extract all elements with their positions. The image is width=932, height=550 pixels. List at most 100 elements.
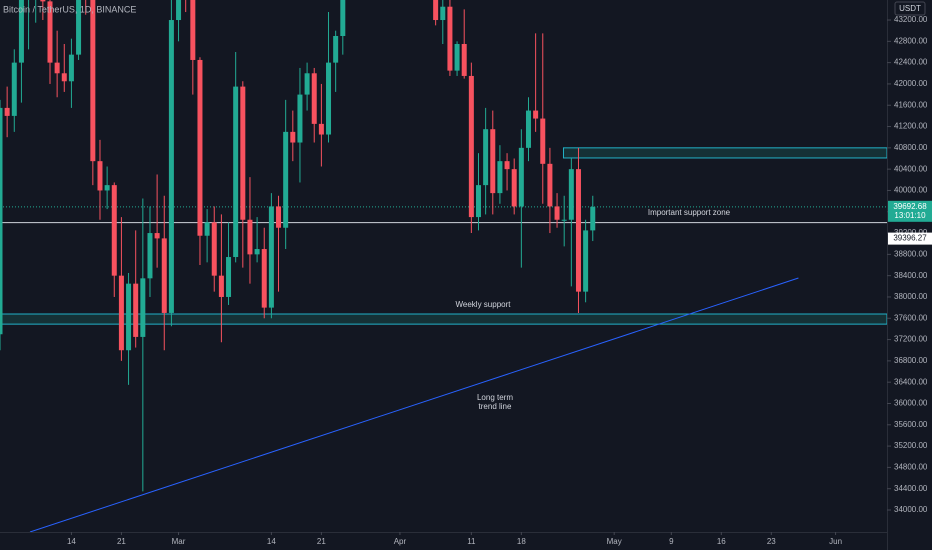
x-tick-label: 9 xyxy=(669,537,674,546)
candle-body xyxy=(226,257,232,297)
last-price-tag xyxy=(888,200,932,222)
candle-body xyxy=(104,185,110,191)
x-tick-label: Mar xyxy=(172,537,186,546)
candle-body xyxy=(40,0,46,2)
candle-body xyxy=(126,283,132,351)
y-tick-label: 35600.00 xyxy=(894,420,928,429)
y-tick-label: 42000.00 xyxy=(894,79,928,88)
y-tick-label: 34000.00 xyxy=(894,505,928,514)
candle-body xyxy=(333,36,339,63)
plot-area xyxy=(0,0,887,532)
candle-body xyxy=(211,222,217,276)
candle-body xyxy=(140,278,146,337)
candle-body xyxy=(0,107,3,335)
candle-body xyxy=(561,219,567,221)
y-tick-label: 40400.00 xyxy=(894,164,928,173)
x-tick-label: 14 xyxy=(267,537,276,546)
candle-body xyxy=(190,0,196,60)
candle-body xyxy=(533,110,539,119)
y-tick-label: 37200.00 xyxy=(894,335,928,344)
candle-body xyxy=(433,0,439,21)
y-tick-label: 35200.00 xyxy=(894,441,928,450)
candle-body xyxy=(547,163,553,207)
y-tick-label: 42800.00 xyxy=(894,36,928,45)
y-tick-label: 34400.00 xyxy=(894,484,928,493)
candle-body xyxy=(504,161,510,170)
y-tick-label: 42400.00 xyxy=(894,58,928,67)
candle-body xyxy=(590,206,596,231)
candle-body xyxy=(240,86,246,220)
candle-body xyxy=(283,131,289,228)
candle-body xyxy=(318,123,324,135)
zone-label: Weekly support xyxy=(456,300,512,309)
candle-body xyxy=(197,59,203,236)
candle-body xyxy=(4,107,10,116)
candle-body xyxy=(554,206,560,220)
candle-body xyxy=(340,0,346,37)
candle-body xyxy=(11,62,17,116)
candle-body xyxy=(311,73,317,124)
candle-body xyxy=(111,185,117,276)
y-tick-label: 38000.00 xyxy=(894,292,928,301)
candle-body xyxy=(568,169,574,220)
zone-label: Important support zone xyxy=(648,208,731,217)
candle-body xyxy=(176,0,182,21)
candle-body xyxy=(254,249,260,255)
candle-body xyxy=(583,230,589,292)
currency-box xyxy=(894,1,926,16)
x-tick-label: 23 xyxy=(767,537,776,546)
candle-body xyxy=(468,75,474,218)
candle-body xyxy=(54,62,60,74)
y-tick-label: 36800.00 xyxy=(894,356,928,365)
candle-body xyxy=(47,1,53,63)
candle-body xyxy=(497,161,503,194)
x-tick-label: Jun xyxy=(829,537,842,546)
candle-body xyxy=(154,233,160,239)
level-label: 39396.27 xyxy=(893,234,927,243)
candle-body xyxy=(168,20,174,313)
x-tick-label: 21 xyxy=(117,537,126,546)
candle-body xyxy=(97,161,103,191)
candle-body xyxy=(61,73,67,82)
y-tick-label: 43200.00 xyxy=(894,15,928,24)
candle-body xyxy=(68,54,74,82)
y-tick-label: 41600.00 xyxy=(894,100,928,109)
candle-body xyxy=(304,73,310,95)
level-tag xyxy=(888,232,932,245)
x-tick-label: May xyxy=(607,537,622,546)
support-zone xyxy=(562,147,887,159)
x-tick-label: 14 xyxy=(67,537,76,546)
candle-body xyxy=(247,219,253,255)
trend-label: Long term xyxy=(477,393,513,402)
y-tick-label: 37600.00 xyxy=(894,313,928,322)
x-tick-label: Apr xyxy=(394,537,407,546)
last-price-label: 39692.68 xyxy=(893,202,927,211)
candle-body xyxy=(454,43,460,71)
candle-body xyxy=(490,129,496,194)
candle-body xyxy=(133,283,139,337)
y-tick-label: 38800.00 xyxy=(894,249,928,258)
candle-body xyxy=(483,129,489,186)
candle-body xyxy=(575,169,581,292)
candle-body xyxy=(518,147,524,207)
y-tick-label: 36400.00 xyxy=(894,377,928,386)
countdown-label: 13:01:10 xyxy=(894,211,926,220)
candle-body xyxy=(261,249,267,308)
candle-body xyxy=(511,169,517,207)
candle-body xyxy=(461,43,467,76)
trend-label: trend line xyxy=(479,402,512,411)
candle-body xyxy=(268,206,274,308)
candle-body xyxy=(447,6,453,71)
trend-line xyxy=(29,277,799,532)
candle-body xyxy=(118,275,124,351)
y-tick-label: 38400.00 xyxy=(894,271,928,280)
x-tick-label: 11 xyxy=(467,537,476,546)
y-tick-label: 40800.00 xyxy=(894,143,928,152)
candle-body xyxy=(204,222,210,236)
candle-body xyxy=(218,275,224,297)
candle-body xyxy=(475,185,481,218)
y-tick-label: 34800.00 xyxy=(894,463,928,472)
candle-body xyxy=(147,233,153,279)
currency-label: USDT xyxy=(899,4,921,13)
